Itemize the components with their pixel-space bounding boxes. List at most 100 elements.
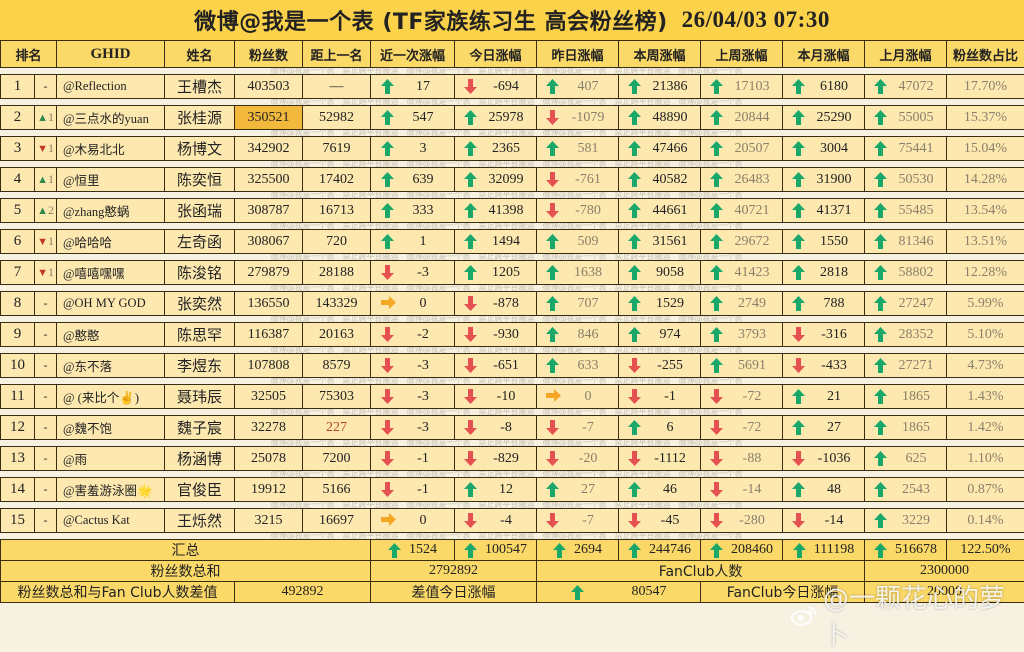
last-month-change: 625 bbox=[865, 447, 947, 471]
week-change: 9058 bbox=[619, 261, 701, 285]
col-name: 姓名 bbox=[165, 41, 235, 68]
recent-change: -1 bbox=[371, 447, 455, 471]
down-arrow-icon bbox=[792, 513, 805, 528]
summary-last-week: 208460 bbox=[701, 540, 783, 561]
up-arrow-icon bbox=[710, 327, 723, 342]
right-arrow-icon bbox=[381, 296, 394, 311]
fans-count: 136550 bbox=[235, 292, 303, 316]
diff-value: 492892 bbox=[235, 582, 371, 603]
yesterday-change: -7 bbox=[537, 416, 619, 440]
up-arrow-icon bbox=[628, 141, 641, 156]
ghid: @雨 bbox=[57, 447, 165, 471]
last-week-change: 20507 bbox=[701, 137, 783, 161]
watermark: 微博@我是一个表 禁止跨平台搬运 微博@我是一个表 禁止跨平台搬运 微博@我是一… bbox=[1, 409, 1024, 416]
week-change: 48890 bbox=[619, 106, 701, 130]
recent-change: -3 bbox=[371, 354, 455, 378]
down-arrow-icon bbox=[710, 389, 723, 404]
weibo-logo-icon bbox=[790, 604, 817, 626]
rank-down-icon: ▼ bbox=[37, 143, 48, 155]
up-arrow-icon bbox=[710, 141, 723, 156]
rank-up-icon: ▲ bbox=[37, 205, 48, 217]
fans-share: 4.73% bbox=[947, 354, 1024, 378]
last-month-change: 50530 bbox=[865, 168, 947, 192]
member-name: 王槽杰 bbox=[165, 75, 235, 99]
down-arrow-icon bbox=[546, 513, 559, 528]
up-arrow-icon bbox=[546, 265, 559, 280]
rank-change: - bbox=[35, 292, 57, 316]
up-arrow-icon bbox=[710, 265, 723, 280]
yesterday-change: -20 bbox=[537, 447, 619, 471]
up-arrow-icon bbox=[464, 203, 477, 218]
fans-share: 14.28% bbox=[947, 168, 1024, 192]
month-change: 41371 bbox=[783, 199, 865, 223]
last-week-change: 20844 bbox=[701, 106, 783, 130]
ghid: @魏不饱 bbox=[57, 416, 165, 440]
today-change: -694 bbox=[455, 75, 537, 99]
rank: 7 bbox=[1, 261, 35, 285]
up-arrow-icon bbox=[874, 265, 887, 280]
member-name: 李煜东 bbox=[165, 354, 235, 378]
week-change: -255 bbox=[619, 354, 701, 378]
down-arrow-icon bbox=[710, 451, 723, 466]
yesterday-change: 509 bbox=[537, 230, 619, 254]
recent-change: -1 bbox=[371, 478, 455, 502]
summary-last-month: 516678 bbox=[865, 540, 947, 561]
rank: 15 bbox=[1, 509, 35, 533]
watermark: 微博@我是一个表 禁止跨平台搬运 微博@我是一个表 禁止跨平台搬运 微博@我是一… bbox=[1, 285, 1024, 292]
up-arrow-icon bbox=[628, 203, 641, 218]
rank-change: - bbox=[35, 509, 57, 533]
watermark: 微博@我是一个表 禁止跨平台搬运 微博@我是一个表 禁止跨平台搬运 微博@我是一… bbox=[1, 533, 1024, 540]
month-change: -316 bbox=[783, 323, 865, 347]
week-change: -1112 bbox=[619, 447, 701, 471]
up-arrow-icon bbox=[874, 79, 887, 94]
up-arrow-icon bbox=[874, 389, 887, 404]
up-arrow-icon bbox=[571, 585, 584, 600]
watermark: 微博@我是一个表 禁止跨平台搬运 微博@我是一个表 禁止跨平台搬运 微博@我是一… bbox=[1, 316, 1024, 323]
month-change: 1550 bbox=[783, 230, 865, 254]
today-change: -878 bbox=[455, 292, 537, 316]
fans-count: 350521 bbox=[235, 106, 303, 130]
week-change: -45 bbox=[619, 509, 701, 533]
up-arrow-icon bbox=[874, 234, 887, 249]
rank-change: ▼1 bbox=[35, 230, 57, 254]
fans-count: 19912 bbox=[235, 478, 303, 502]
member-name: 张函瑞 bbox=[165, 199, 235, 223]
member-name: 聂玮辰 bbox=[165, 385, 235, 409]
up-arrow-icon bbox=[874, 543, 887, 558]
rank-up-icon: ▲ bbox=[37, 112, 48, 124]
rank-down-icon: ▼ bbox=[37, 267, 48, 279]
up-arrow-icon bbox=[464, 482, 477, 497]
rank-change: ▲2 bbox=[35, 199, 57, 223]
today-change: 1494 bbox=[455, 230, 537, 254]
rank: 5 bbox=[1, 199, 35, 223]
up-arrow-icon bbox=[874, 172, 887, 187]
last-month-change: 55485 bbox=[865, 199, 947, 223]
up-arrow-icon bbox=[710, 358, 723, 373]
up-arrow-icon bbox=[546, 482, 559, 497]
last-week-change: -72 bbox=[701, 416, 783, 440]
up-arrow-icon bbox=[464, 172, 477, 187]
rank: 4 bbox=[1, 168, 35, 192]
member-name: 陈浚铭 bbox=[165, 261, 235, 285]
down-arrow-icon bbox=[792, 451, 805, 466]
down-arrow-icon bbox=[464, 327, 477, 342]
week-change: 47466 bbox=[619, 137, 701, 161]
month-change: -433 bbox=[783, 354, 865, 378]
rank: 13 bbox=[1, 447, 35, 471]
down-arrow-icon bbox=[628, 513, 641, 528]
recent-change: 639 bbox=[371, 168, 455, 192]
up-arrow-icon bbox=[628, 79, 641, 94]
last-month-change: 58802 bbox=[865, 261, 947, 285]
fans-sum-label: 粉丝数总和 bbox=[1, 561, 371, 582]
yesterday-change: -1079 bbox=[537, 106, 619, 130]
summary-label: 汇总 bbox=[1, 540, 371, 561]
rank: 1 bbox=[1, 75, 35, 99]
rank-change: ▲1 bbox=[35, 168, 57, 192]
down-arrow-icon bbox=[464, 513, 477, 528]
down-arrow-icon bbox=[628, 451, 641, 466]
summary-row: 汇总 1524 100547 2694 244746 208460 111198… bbox=[1, 540, 1024, 561]
fans-count: 116387 bbox=[235, 323, 303, 347]
up-arrow-icon bbox=[792, 265, 805, 280]
